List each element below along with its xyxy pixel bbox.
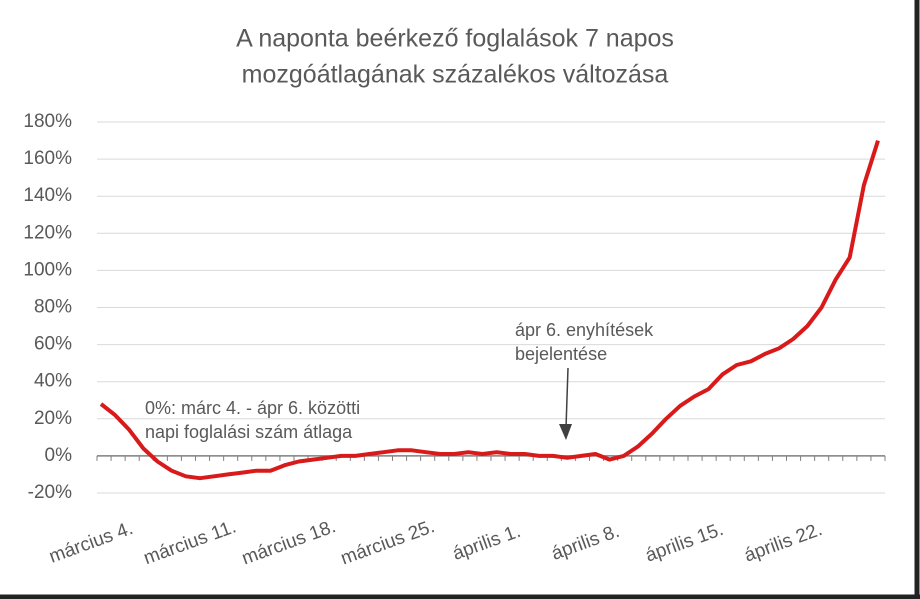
y-tick-label: 80% bbox=[34, 297, 72, 318]
annotation: bejelentése bbox=[515, 344, 607, 364]
y-tick-label: 100% bbox=[23, 259, 72, 280]
annotation-arrow bbox=[565, 367, 569, 429]
y-tick-label: 180% bbox=[23, 111, 72, 132]
annotation: napi foglalási szám átlaga bbox=[145, 422, 353, 442]
chart-title: mozgóátlagának százalékos változása bbox=[242, 61, 669, 89]
annotation: ápr 6. enyhítések bbox=[515, 320, 654, 340]
y-tick-label: 20% bbox=[34, 408, 72, 429]
y-tick-label: -20% bbox=[28, 482, 72, 503]
y-tick-label: 140% bbox=[23, 185, 72, 206]
y-tick-label: 0% bbox=[45, 445, 73, 466]
line-series bbox=[99, 139, 880, 481]
y-tick-label: 40% bbox=[34, 371, 72, 392]
y-tick-label: 160% bbox=[23, 148, 72, 169]
chart-title: A naponta beérkező foglalások 7 napos bbox=[236, 25, 674, 53]
annotation: 0%: márc 4. - ápr 6. közötti bbox=[145, 398, 360, 418]
y-tick-label: 60% bbox=[34, 334, 72, 355]
annotation-arrowhead bbox=[559, 424, 572, 440]
y-tick-label: 120% bbox=[23, 222, 72, 243]
